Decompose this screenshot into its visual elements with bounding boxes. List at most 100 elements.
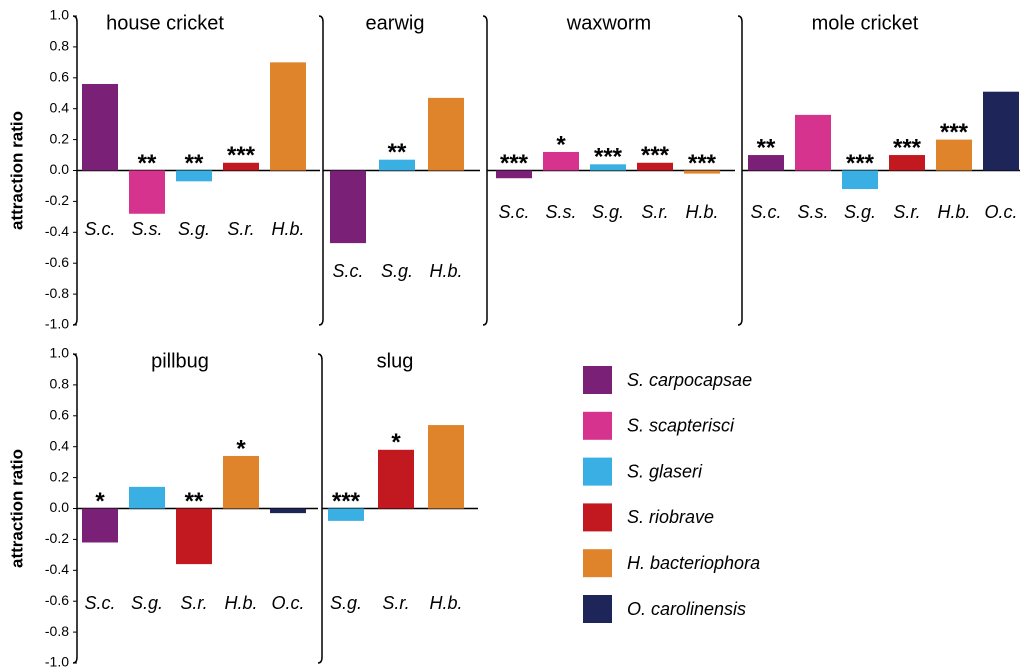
significance: ** xyxy=(757,134,776,161)
bar xyxy=(428,97,464,171)
legend-swatch xyxy=(583,549,612,578)
category-label: S.c. xyxy=(750,202,781,222)
significance: *** xyxy=(846,150,875,177)
bar xyxy=(270,508,306,514)
bar xyxy=(82,508,118,543)
bar xyxy=(223,455,259,509)
bar xyxy=(378,449,414,509)
y-tick-label: 1.0 xyxy=(50,7,70,23)
category-label: S.r. xyxy=(641,202,668,222)
y-tick-label: 0.6 xyxy=(50,69,70,85)
category-label: S.g. xyxy=(844,202,876,222)
y-tick-label: 0.2 xyxy=(50,130,70,146)
bar xyxy=(223,162,259,171)
y-tick-label: 0.4 xyxy=(50,99,70,115)
category-label: S.g. xyxy=(131,593,163,613)
y-tick-label: -0.8 xyxy=(45,285,69,301)
legend-label: S. riobrave xyxy=(627,507,714,527)
significance: ** xyxy=(185,488,204,515)
category-label: S.c. xyxy=(84,219,115,239)
category-label: S.g. xyxy=(592,202,624,222)
panel-title: pillbug xyxy=(151,350,209,372)
panel-title: waxworm xyxy=(566,12,651,34)
legend-swatch xyxy=(583,411,612,440)
category-label: S.c. xyxy=(498,202,529,222)
category-label: S.g. xyxy=(381,261,413,281)
y-axis xyxy=(482,15,488,326)
bar xyxy=(176,170,212,182)
significance: ** xyxy=(388,139,407,166)
y-tick-label: -0.6 xyxy=(45,592,69,608)
y-tick-label: 0.0 xyxy=(50,499,70,515)
bar xyxy=(428,425,464,509)
y-tick-label: -0.2 xyxy=(45,530,69,546)
bar xyxy=(379,159,415,171)
significance: *** xyxy=(940,119,969,146)
bar xyxy=(496,170,532,179)
bar xyxy=(748,155,784,171)
legend-swatch xyxy=(583,503,612,532)
bar xyxy=(176,508,212,565)
significance: *** xyxy=(332,488,361,515)
category-label: S.r. xyxy=(180,593,207,613)
category-label: S.s. xyxy=(545,202,576,222)
category-label: H.b. xyxy=(685,202,718,222)
significance: ** xyxy=(185,150,204,177)
y-tick-label: -0.4 xyxy=(45,561,69,577)
category-label: S.c. xyxy=(84,593,115,613)
category-label: S.r. xyxy=(227,219,254,239)
bar xyxy=(543,151,579,171)
category-label: H.b. xyxy=(937,202,970,222)
panel-title: house cricket xyxy=(106,12,224,34)
category-label: O.c. xyxy=(984,202,1017,222)
significance: * xyxy=(556,131,566,158)
category-label: S.s. xyxy=(131,219,162,239)
bar xyxy=(684,170,720,174)
category-label: H.b. xyxy=(271,219,304,239)
bar xyxy=(129,486,165,509)
y-tick-label: 0.8 xyxy=(50,38,70,54)
y-axis-label: attraction ratio xyxy=(7,111,26,230)
category-label: O.c. xyxy=(271,593,304,613)
significance: *** xyxy=(227,142,256,169)
y-tick-label: -0.2 xyxy=(45,192,69,208)
bar xyxy=(842,170,878,190)
legend-label: O. carolinensis xyxy=(627,599,746,619)
y-tick-label: -1.0 xyxy=(45,316,69,332)
bar xyxy=(795,114,831,171)
panel-title: earwig xyxy=(366,12,425,34)
y-tick-label: 0.8 xyxy=(50,376,70,392)
significance: *** xyxy=(500,150,529,177)
legend-swatch xyxy=(583,366,612,394)
significance: *** xyxy=(641,142,670,169)
legend-label: H. bacteriophora xyxy=(627,553,760,573)
significance: *** xyxy=(594,144,623,171)
bar xyxy=(983,91,1019,171)
panel-title: slug xyxy=(377,350,414,372)
category-label: S.c. xyxy=(332,261,363,281)
y-tick-label: 1.0 xyxy=(50,345,70,361)
bar xyxy=(129,170,165,214)
bar xyxy=(82,83,118,171)
y-axis xyxy=(737,15,743,326)
y-axis xyxy=(317,353,323,664)
significance: ** xyxy=(138,150,157,177)
bar xyxy=(889,155,925,171)
panel-title: mole cricket xyxy=(812,12,919,34)
category-label: S.g. xyxy=(330,593,362,613)
category-label: S.s. xyxy=(797,202,828,222)
significance: * xyxy=(391,429,401,456)
y-axis-label: attraction ratio xyxy=(7,449,26,568)
y-tick-label: 0.4 xyxy=(50,437,70,453)
significance: * xyxy=(236,435,246,462)
legend-label: S. scapterisci xyxy=(627,416,735,436)
significance: *** xyxy=(893,134,922,161)
bar xyxy=(590,164,626,171)
y-tick-label: 0.2 xyxy=(50,468,70,484)
bar xyxy=(330,170,366,244)
legend-label: S. glaseri xyxy=(627,461,703,481)
bar xyxy=(328,508,364,521)
legend-label: S. carpocapsae xyxy=(627,370,752,390)
category-label: S.r. xyxy=(382,593,409,613)
bar xyxy=(637,162,673,171)
